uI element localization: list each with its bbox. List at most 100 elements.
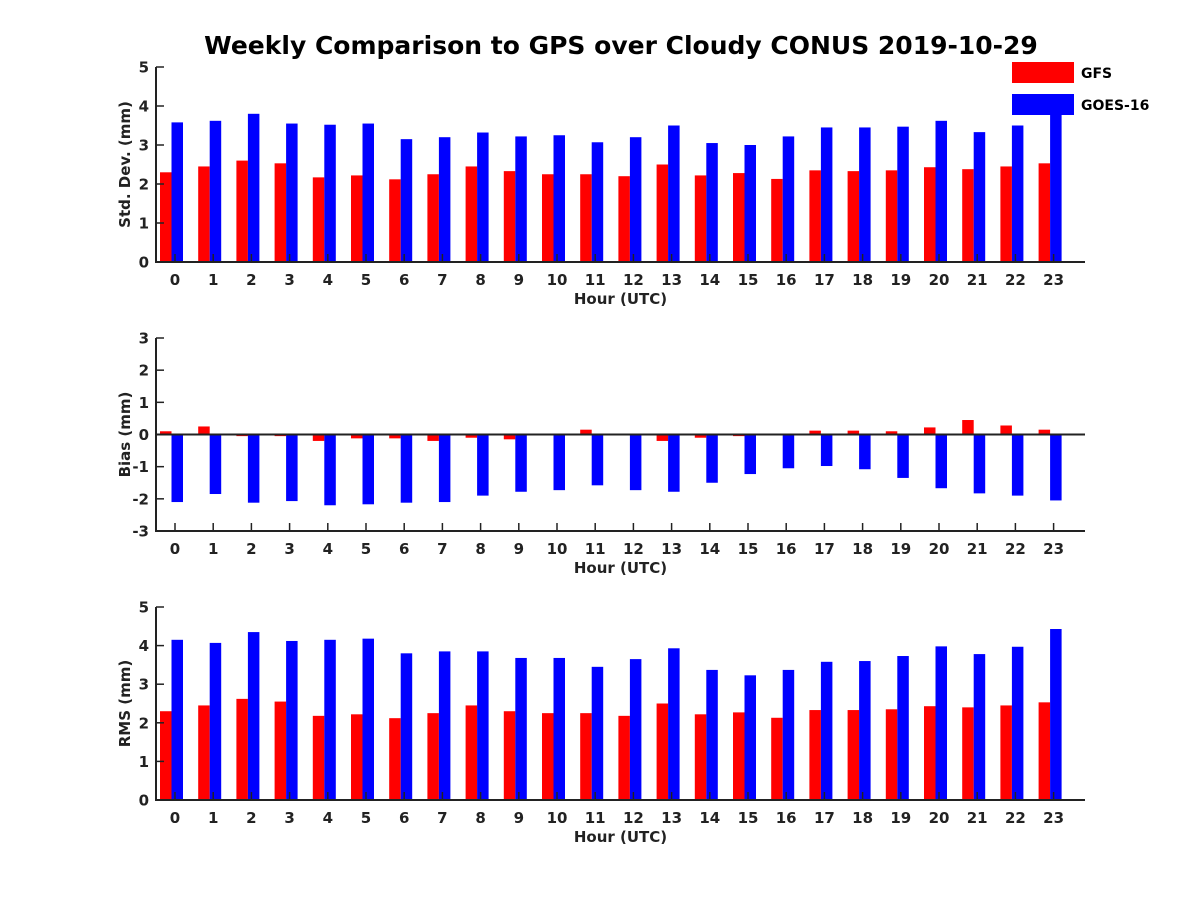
x-tick-label: 16	[776, 540, 797, 558]
bar-goes-16-18	[859, 661, 871, 800]
x-tick-label: 11	[585, 809, 606, 827]
y-tick-label: 2	[139, 714, 149, 732]
bar-goes-16-0	[171, 434, 183, 503]
y-tick-label: 3	[139, 330, 149, 348]
bar-gfs-21	[962, 707, 974, 800]
bar-goes-16-12	[629, 137, 642, 262]
y-axis-label: Bias (mm)	[116, 392, 134, 478]
bar-goes-16-8	[477, 651, 489, 800]
bar-gfs-19	[885, 431, 898, 435]
x-tick-label: 9	[514, 271, 524, 289]
bar-gfs-20	[924, 706, 936, 800]
bar-gfs-13	[656, 434, 669, 441]
x-tick-label: 20	[929, 809, 950, 827]
bar-gfs-19	[885, 170, 898, 262]
bar-goes-16-10	[553, 135, 565, 262]
x-tick-label: 9	[514, 809, 524, 827]
bar-goes-16-17	[820, 661, 833, 800]
bar-gfs-10	[542, 713, 554, 800]
bar-gfs-18	[847, 710, 860, 800]
bar-gfs-17	[809, 170, 821, 262]
x-tick-label: 18	[852, 271, 873, 289]
bar-gfs-19	[885, 709, 898, 800]
x-tick-label: 4	[323, 271, 333, 289]
y-axis-label: Std. Dev. (mm)	[116, 101, 134, 228]
bar-goes-16-18	[859, 127, 871, 262]
bar-goes-16-5	[362, 123, 374, 262]
x-tick-label: 19	[890, 809, 911, 827]
bar-goes-16-14	[706, 669, 718, 800]
legend-swatch-gfs	[1012, 62, 1074, 83]
y-tick-label: 3	[139, 676, 149, 694]
bar-gfs-4	[312, 177, 325, 262]
x-tick-label: 16	[776, 809, 797, 827]
x-tick-label: 11	[585, 271, 606, 289]
bar-gfs-9	[503, 434, 516, 440]
bar-gfs-2	[236, 698, 248, 800]
bar-gfs-16	[771, 717, 783, 800]
bar-goes-16-19	[897, 656, 909, 800]
bar-goes-16-10	[553, 657, 565, 800]
y-tick-label: 3	[139, 137, 149, 155]
y-axis-label: RMS (mm)	[116, 660, 134, 747]
bar-goes-16-13	[668, 434, 680, 492]
bar-goes-16-1	[209, 642, 222, 800]
bar-goes-16-3	[286, 640, 298, 800]
bar-goes-16-21	[973, 434, 986, 494]
bar-goes-16-20	[935, 646, 947, 800]
x-tick-label: 22	[1005, 271, 1026, 289]
bar-gfs-21	[962, 420, 974, 435]
x-tick-label: 9	[514, 540, 524, 558]
x-tick-label: 23	[1043, 809, 1064, 827]
bar-gfs-18	[847, 171, 860, 262]
x-tick-label: 12	[623, 540, 644, 558]
x-tick-label: 11	[585, 540, 606, 558]
bar-goes-16-2	[247, 113, 260, 262]
y-tick-label: 5	[139, 599, 149, 617]
bar-goes-16-14	[706, 143, 718, 262]
x-tick-label: 13	[661, 809, 682, 827]
chart-title: Weekly Comparison to GPS over Cloudy CON…	[204, 31, 1038, 60]
bar-gfs-10	[542, 174, 554, 262]
x-tick-label: 21	[967, 540, 988, 558]
y-tick-label: 2	[139, 362, 149, 380]
bar-gfs-6	[389, 434, 401, 439]
bar-goes-16-22	[1011, 646, 1024, 800]
bar-goes-16-4	[324, 434, 336, 506]
bar-goes-16-13	[668, 648, 680, 800]
bar-goes-16-18	[859, 434, 871, 470]
legend-label-gfs: GFS	[1081, 66, 1112, 82]
bar-goes-16-19	[897, 434, 909, 478]
x-tick-label: 22	[1005, 540, 1026, 558]
x-tick-label: 3	[284, 271, 294, 289]
bar-gfs-5	[351, 434, 363, 439]
x-tick-label: 18	[852, 809, 873, 827]
x-tick-label: 7	[437, 809, 447, 827]
bar-goes-16-14	[706, 434, 718, 483]
x-tick-label: 3	[284, 809, 294, 827]
bar-goes-16-15	[744, 434, 756, 475]
x-tick-label: 21	[967, 809, 988, 827]
bar-goes-16-22	[1011, 434, 1024, 496]
bar-gfs-7	[427, 174, 439, 262]
bar-goes-16-12	[629, 434, 642, 491]
y-tick-label: 2	[139, 176, 149, 194]
x-tick-label: 4	[323, 809, 333, 827]
y-tick-label: 1	[139, 753, 149, 771]
x-tick-label: 1	[208, 809, 218, 827]
bar-gfs-22	[1000, 166, 1012, 262]
bar-goes-16-17	[820, 127, 833, 262]
bar-gfs-11	[580, 429, 592, 435]
y-tick-label: 1	[139, 215, 149, 233]
bar-goes-16-9	[515, 136, 527, 262]
bar-goes-16-3	[286, 123, 298, 262]
x-axis-label: Hour (UTC)	[574, 290, 667, 308]
bar-gfs-23	[1038, 429, 1051, 435]
bar-goes-16-17	[820, 434, 833, 467]
bar-gfs-20	[924, 167, 936, 262]
bar-goes-16-23	[1050, 434, 1062, 501]
bar-gfs-9	[503, 171, 516, 262]
